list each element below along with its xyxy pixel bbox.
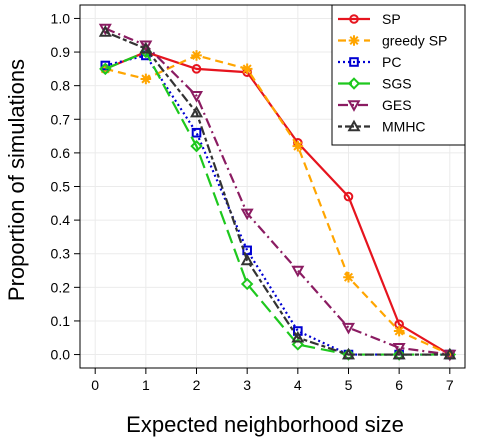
axes: 0 1 2 3 4 5 6 7 0.0 0.1 0.2 0.3 0.4 0.5 0.6 0.7 0.8 0.9 1.… (51, 4, 466, 393)
point-marker (190, 105, 204, 118)
y-tick-label: 0.9 (51, 44, 71, 60)
point-marker (291, 265, 305, 278)
point-marker (98, 23, 112, 36)
y-tick-label: 0.2 (51, 279, 71, 295)
point-marker (241, 63, 253, 75)
point-marker (190, 139, 203, 153)
point-marker (343, 191, 354, 202)
plot-frame (79, 4, 466, 369)
x-tick-label: 0 (91, 377, 99, 393)
x-tick-label: 1 (142, 377, 150, 393)
series-ges (98, 23, 457, 362)
legend-item: greedy SP (338, 33, 447, 49)
point-marker (291, 338, 305, 351)
point-marker (191, 64, 202, 74)
legend-label: SGS (382, 76, 412, 92)
x-axis-title: Expected neighborhood size (126, 412, 404, 437)
point-marker (348, 35, 360, 46)
point-marker (341, 347, 355, 360)
legend-label: PC (382, 54, 401, 70)
point-marker (343, 271, 354, 283)
legend-label: GES (382, 97, 412, 113)
point-marker (240, 253, 254, 266)
y-tick-label: 0.4 (51, 212, 71, 228)
point-marker (291, 330, 305, 343)
point-marker (139, 41, 153, 54)
point-marker (98, 25, 112, 37)
series-layer (98, 23, 457, 362)
legend: SP greedy SP PC SGS GES MMHC (331, 4, 466, 146)
x-tick-label: 6 (395, 377, 403, 393)
point-marker (392, 347, 406, 360)
x-tick-label: 5 (345, 377, 353, 393)
point-marker (349, 14, 359, 24)
y-tick-label: 0.5 (51, 179, 71, 195)
y-tick-label: 0.0 (51, 347, 71, 363)
point-marker (347, 119, 361, 132)
legend-item: PC (338, 54, 401, 70)
series-mmhc (98, 25, 457, 360)
x-tick-label: 3 (243, 377, 251, 393)
series-line (104, 30, 450, 356)
point-marker (349, 57, 359, 67)
point-marker (191, 50, 202, 61)
point-marker (392, 343, 406, 355)
point-marker (190, 90, 204, 103)
series-line (105, 54, 451, 356)
point-marker (240, 208, 254, 221)
point-marker (341, 322, 355, 335)
point-marker (240, 277, 254, 291)
point-marker (347, 77, 361, 90)
point-marker (393, 325, 405, 337)
point-marker (292, 140, 304, 152)
point-marker (100, 60, 111, 71)
point-marker (191, 127, 202, 138)
legend-item: SGS (338, 76, 412, 92)
point-marker (139, 40, 153, 53)
x-tick-label: 7 (446, 377, 454, 393)
legend-item: GES (338, 97, 412, 113)
point-marker (140, 73, 152, 85)
y-tick-label: 0.3 (51, 246, 71, 262)
x-tick-label: 2 (193, 377, 201, 393)
y-tick-label: 0.7 (51, 111, 71, 127)
point-marker (443, 347, 457, 360)
legend-label: greedy SP (382, 33, 447, 49)
legend-item: SP (338, 11, 401, 27)
y-axis-title: Proportion of simulations (4, 59, 29, 301)
point-marker (99, 62, 112, 76)
point-marker (347, 100, 361, 112)
legend-label: SP (382, 11, 401, 27)
point-marker (444, 349, 456, 360)
y-tick-label: 1.0 (51, 10, 71, 26)
y-tick-label: 0.6 (51, 145, 71, 161)
legend-item: MMHC (338, 119, 426, 135)
series-line (104, 27, 450, 356)
legend-label: MMHC (382, 119, 426, 135)
y-tick-label: 0.8 (51, 78, 71, 94)
x-tick-label: 4 (294, 377, 302, 393)
y-tick-label: 0.1 (51, 313, 71, 329)
